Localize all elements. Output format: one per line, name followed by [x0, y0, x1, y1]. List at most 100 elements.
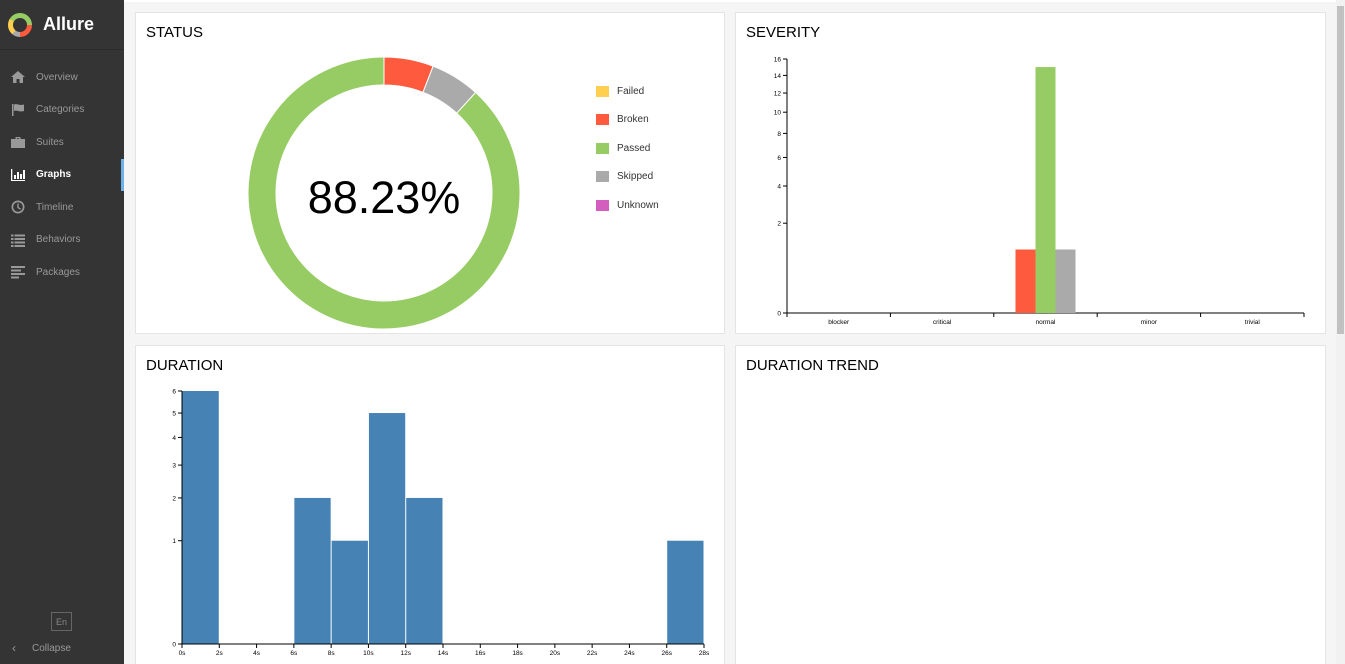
duration-widget: DURATION 0 1 2 3 4 5 6 0s 2s 4s 6s 8s 10s 12s 14s 16s 18… — [135, 345, 725, 664]
legend-item-skipped[interactable]: Skipped — [596, 163, 659, 192]
y-tick-label: 16 — [774, 57, 782, 64]
legend-swatch — [596, 171, 609, 183]
list-icon — [10, 233, 26, 247]
x-tick-label: 28s — [699, 650, 710, 657]
legend-label: Passed — [617, 142, 651, 154]
sidebar-item-graphs[interactable]: Graphs — [0, 158, 124, 192]
sidebar-item-packages[interactable]: Packages — [0, 256, 124, 289]
y-tick-label: 1 — [172, 538, 176, 545]
x-tick-label: normal — [1036, 319, 1056, 326]
legend-item-unknown[interactable]: Unknown — [596, 191, 659, 220]
status-donut-chart: 88.23% — [247, 56, 521, 330]
x-tick-label: trivial — [1245, 319, 1261, 326]
sidebar-item-label: Graphs — [36, 169, 72, 181]
duration-title: DURATION — [146, 357, 224, 374]
sidebar-item-label: Packages — [36, 266, 80, 278]
collapse-button[interactable]: ‹ Collapse — [0, 632, 124, 664]
collapse-label: Collapse — [32, 642, 71, 654]
x-tick-label: 26s — [661, 650, 672, 657]
top-border — [124, 0, 1336, 2]
sidebar-item-label: Suites — [36, 136, 64, 148]
x-tick-label: 2s — [216, 650, 224, 657]
y-tick-label: 5 — [172, 411, 176, 418]
sidebar: Allure Overview Categories Suites Graphs… — [0, 0, 124, 664]
home-icon — [10, 70, 26, 84]
x-tick-label: blocker — [828, 319, 850, 326]
language-switch[interactable]: En — [51, 612, 72, 631]
x-tick-label: 12s — [400, 650, 411, 657]
duration-bar[interactable] — [294, 497, 331, 644]
severity-bar-normal-skipped[interactable] — [1055, 249, 1076, 314]
duration-bar[interactable] — [331, 540, 368, 644]
align-left-icon — [10, 265, 26, 279]
chevron-left-icon: ‹ — [12, 641, 16, 655]
y-tick-label: 2 — [172, 495, 176, 502]
duration-bar[interactable] — [406, 497, 443, 644]
x-tick-label: 24s — [624, 650, 635, 657]
clock-icon — [10, 200, 26, 214]
x-tick-label: 8s — [328, 650, 336, 657]
y-tick-label: 14 — [774, 73, 782, 80]
sidebar-nav: Overview Categories Suites Graphs Timeli… — [0, 61, 124, 289]
page-scrollbar[interactable] — [1336, 0, 1345, 664]
x-tick-label: 20s — [550, 650, 561, 657]
x-tick-label: 14s — [438, 650, 449, 657]
x-tick-label: minor — [1141, 319, 1158, 326]
y-tick-label: 12 — [774, 91, 782, 98]
legend-swatch — [596, 85, 609, 97]
legend-item-failed[interactable]: Failed — [596, 77, 659, 106]
legend-item-passed[interactable]: Passed — [596, 134, 659, 163]
sidebar-item-categories[interactable]: Categories — [0, 94, 124, 127]
x-tick-label: 18s — [512, 650, 523, 657]
x-tick-label: 6s — [290, 650, 298, 657]
x-tick-label: 0s — [179, 650, 187, 657]
y-tick-label: 0 — [777, 311, 781, 318]
status-percent-label: 88.23% — [308, 172, 461, 223]
severity-bar-normal-broken[interactable] — [1015, 249, 1036, 314]
sidebar-item-overview[interactable]: Overview — [0, 61, 124, 94]
y-tick-label: 4 — [172, 435, 176, 442]
legend-swatch — [596, 114, 609, 126]
legend-swatch — [596, 199, 609, 211]
sidebar-item-label: Categories — [36, 104, 85, 116]
y-tick-label: 8 — [777, 131, 781, 138]
sidebar-item-timeline[interactable]: Timeline — [0, 191, 124, 224]
x-tick-label: 22s — [587, 650, 598, 657]
duration-histogram: 0 1 2 3 4 5 6 0s 2s 4s 6s 8s 10s 12s 14s 16s 18s 20s 22s 24… — [172, 389, 710, 658]
severity-widget: SEVERITY 0 2 4 6 8 10 12 14 16 blocker critical nor… — [735, 12, 1326, 334]
bar-chart-icon — [10, 168, 26, 182]
donut-slice-passed[interactable] — [247, 56, 521, 330]
briefcase-icon — [10, 135, 26, 149]
duration-bar[interactable] — [368, 413, 406, 644]
y-tick-label: 10 — [774, 110, 782, 117]
x-tick-label: critical — [933, 319, 952, 326]
x-tick-label: 4s — [253, 650, 261, 657]
flag-icon — [10, 103, 26, 117]
y-tick-label: 6 — [172, 389, 176, 396]
legend-label: Failed — [617, 85, 645, 97]
y-tick-label: 0 — [172, 642, 176, 649]
severity-bar-chart: 0 2 4 6 8 10 12 14 16 blocker critical normal minor t… — [774, 57, 1305, 326]
duration-bar[interactable] — [667, 540, 704, 644]
duration-trend-title: DURATION TREND — [746, 357, 879, 374]
y-tick-label: 4 — [777, 184, 781, 191]
legend-item-broken[interactable]: Broken — [596, 106, 659, 135]
legend-label: Skipped — [617, 171, 654, 183]
sidebar-item-suites[interactable]: Suites — [0, 126, 124, 159]
y-tick-label: 6 — [777, 155, 781, 162]
x-tick-label: 16s — [475, 650, 486, 657]
severity-bar-normal-passed[interactable] — [1035, 67, 1056, 314]
duration-trend-widget: DURATION TREND — [735, 345, 1326, 664]
sidebar-item-label: Timeline — [36, 201, 74, 213]
legend-label: Broken — [617, 114, 649, 126]
legend-label: Unknown — [617, 199, 659, 211]
status-title: STATUS — [146, 24, 203, 41]
scrollbar-thumb[interactable] — [1337, 6, 1344, 334]
y-tick-label: 3 — [172, 463, 176, 470]
status-legend: Failed Broken Passed Skipped Unknown — [596, 77, 659, 220]
sidebar-item-behaviors[interactable]: Behaviors — [0, 224, 124, 257]
allure-logo-icon — [8, 12, 32, 37]
duration-bar[interactable] — [182, 391, 219, 644]
brand[interactable]: Allure — [0, 0, 124, 50]
status-widget: STATUS 88.23% Failed Broken Passed Skipp… — [135, 12, 725, 334]
